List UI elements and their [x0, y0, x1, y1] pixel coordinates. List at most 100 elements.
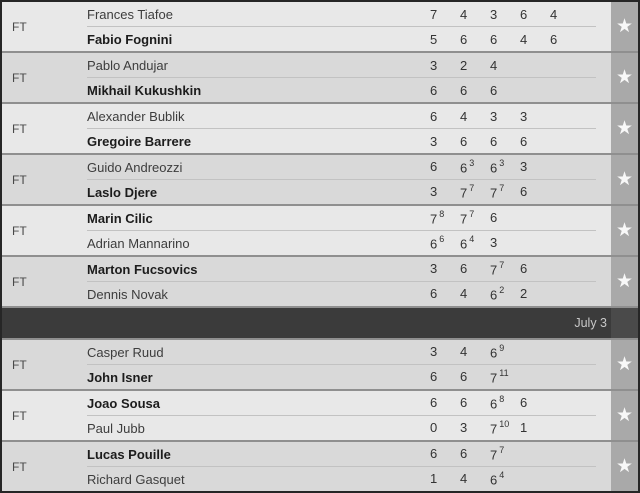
player-name: Pablo Andujar [87, 57, 168, 73]
set-score: 4 [460, 471, 490, 487]
set-score-value: 6 [460, 368, 468, 384]
set-score-value: 6 [520, 394, 528, 410]
set-score: 4 [520, 32, 550, 47]
player-name: Frances Tiafoe [87, 6, 173, 22]
match-status: FT [12, 408, 27, 423]
favorite-star-button[interactable]: ★ [611, 257, 638, 306]
set-score-value: 6 [490, 133, 498, 149]
tiebreak-score: 7 [499, 444, 505, 455]
set-score-value: 4 [550, 6, 558, 22]
player-divider [87, 415, 596, 416]
set-score-value: 4 [460, 6, 468, 22]
player-row-top: Pablo Andujar 3 2 4 [87, 53, 611, 77]
set-score-value: 6 [520, 183, 528, 199]
set-score: 6 [460, 369, 490, 385]
set-score: 6 [520, 184, 550, 200]
player-name: Lucas Pouille [87, 446, 171, 462]
favorite-star-button[interactable]: ★ [611, 340, 638, 389]
player-divider [87, 230, 596, 231]
set-score: 6 [520, 7, 550, 22]
date-separator: July 3 [2, 308, 638, 340]
set-score: 3 [490, 235, 520, 251]
set-score-value: 4 [460, 285, 468, 301]
match-status: FT [12, 19, 27, 34]
date-separator-star-column [611, 308, 638, 338]
set-score-value: 7 [490, 370, 498, 386]
player-name: Alexander Bublik [87, 108, 185, 124]
tiebreak-score: 11 [499, 367, 509, 378]
set-score-value: 3 [430, 133, 438, 149]
set-score-value: 6 [490, 472, 498, 488]
set-score-value: 2 [460, 57, 468, 73]
set-score-value: 7 [460, 211, 468, 227]
set-score-value: 6 [550, 31, 558, 47]
set-score: 6 [520, 395, 550, 411]
star-icon: ★ [615, 118, 634, 139]
favorite-star-button[interactable]: ★ [611, 155, 638, 204]
favorite-star-button[interactable]: ★ [611, 53, 638, 102]
tiebreak-score: 7 [469, 182, 475, 193]
match-row[interactable]: FT Alexander Bublik 6 4 3 3 Gregoire Barrer… [2, 104, 638, 155]
set-score-value: 0 [430, 419, 438, 435]
favorite-star-button[interactable]: ★ [611, 206, 638, 255]
set-score-value: 7 [430, 6, 438, 22]
player-name: Laslo Djere [87, 184, 158, 200]
player-name: John Isner [87, 369, 153, 385]
set-score: 6 [490, 134, 520, 149]
set-score-value: 6 [490, 345, 498, 361]
set-score-value: 6 [490, 396, 498, 412]
set-score: 0 [430, 420, 460, 436]
match-row[interactable]: FT Frances Tiafoe 7 4 3 6 4 Fabio Fognini 5 6… [2, 2, 638, 53]
player-name: Mikhail Kukushkin [87, 82, 202, 98]
set-score-value: 6 [490, 31, 498, 47]
set-score-value: 6 [490, 82, 498, 98]
tiebreak-score: 9 [499, 342, 505, 353]
set-score: 6 [430, 446, 460, 462]
favorite-star-button[interactable]: ★ [611, 391, 638, 440]
set-score-value: 6 [490, 209, 498, 225]
star-icon: ★ [615, 67, 634, 88]
set-score-value: 3 [490, 234, 498, 250]
set-score-value: 6 [430, 158, 438, 174]
tiebreak-score: 3 [469, 157, 475, 168]
set-score: 6 [430, 83, 460, 98]
tiebreak-score: 7 [499, 182, 505, 193]
set-score-value: 6 [490, 160, 498, 176]
set-score: 6 [460, 32, 490, 47]
set-score-value: 4 [460, 343, 468, 359]
favorite-star-button[interactable]: ★ [611, 442, 638, 491]
match-row[interactable]: FT Pablo Andujar 3 2 4 Mikhail Kukushkin 6… [2, 53, 638, 104]
set-score-value: 3 [490, 6, 498, 22]
favorite-star-button[interactable]: ★ [611, 2, 638, 51]
favorite-star-button[interactable]: ★ [611, 104, 638, 153]
set-scores: 3 2 4 [430, 58, 520, 73]
players-area: Pablo Andujar 3 2 4 Mikhail Kukushkin 6 6 6 [87, 53, 611, 102]
set-score: 3 [520, 109, 550, 124]
tiebreak-score: 7 [499, 259, 505, 270]
match-status: FT [12, 172, 27, 187]
set-score: 3 [430, 134, 460, 149]
tiebreak-score: 10 [499, 418, 510, 429]
set-score-value: 4 [520, 31, 528, 47]
player-row-bottom: John Isner 6 6 7 11 [87, 365, 611, 389]
